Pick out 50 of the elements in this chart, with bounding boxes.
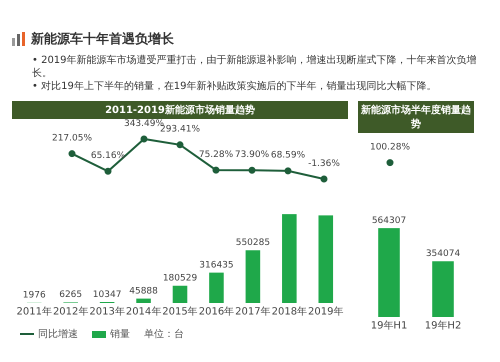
text: • 2019年新能源车市场遭受严重打击，由于新能源退补影响，增速出现断崖式下降，十年来首次负增长。 — [32, 54, 478, 80]
data-label: 564307 — [372, 216, 406, 226]
data-label: 68.59% — [270, 150, 306, 161]
bar — [246, 250, 260, 303]
x-tick-label: 19年H2 — [424, 320, 462, 332]
data-label: 45888 — [129, 286, 158, 296]
text: 单位：台 — [144, 328, 184, 341]
data-label: 10347 — [92, 290, 122, 300]
point — [248, 166, 256, 174]
x-tick-label: 2016年 — [198, 306, 234, 318]
point — [104, 168, 112, 175]
bar — [318, 215, 334, 303]
point — [140, 136, 148, 142]
x-tick-label: 2018年 — [272, 306, 308, 318]
bar — [282, 214, 297, 303]
data-label: 65.16% — [90, 151, 126, 162]
x-tick-label: 2015年 — [162, 306, 198, 318]
bar — [136, 298, 151, 303]
text: • 对比19年上下半年的销量，在19年新补贴政策实施后的下半年，销量出现同比大幅下降。 — [32, 80, 438, 93]
x-tick-label: 2014年 — [126, 306, 162, 318]
point — [320, 176, 328, 182]
x-tick-label: 2013年 — [89, 306, 125, 318]
data-label: 75.28% — [198, 150, 234, 160]
x-tick-label: 2011年 — [16, 306, 52, 318]
data-label: 1976 — [22, 290, 46, 301]
text: 新能源市场半年度销量趋势 — [358, 101, 474, 133]
x-tick-label: 2017年 — [235, 306, 271, 318]
x-tick-label: 2019年 — [308, 306, 344, 318]
legend-label: 销量 — [110, 328, 130, 341]
text: 新能源车十年首遇负增长 — [31, 30, 174, 48]
x-tick-label: 19年H1 — [370, 320, 408, 332]
data-label: 180529 — [162, 274, 198, 284]
point — [212, 166, 220, 174]
legend-label: 同比增速 — [38, 328, 78, 341]
data-label: 6265 — [59, 290, 82, 300]
data-label: 354074 — [426, 249, 460, 260]
point — [284, 167, 292, 174]
x-tick-label: 2012年 — [52, 306, 88, 318]
data-label: 217.05% — [52, 134, 92, 144]
data-label: 100.28% — [370, 142, 410, 152]
data-label: 73.90% — [234, 150, 270, 160]
chart-title: 2011-2019新能源市场销量趋势 — [12, 101, 348, 119]
data-label: 316435 — [199, 260, 234, 271]
data-label: 293.41% — [160, 124, 200, 135]
data-label: -1.36% — [308, 158, 340, 169]
bar — [172, 286, 188, 303]
data-label: 550285 — [236, 238, 270, 248]
point — [176, 141, 184, 148]
point — [68, 150, 76, 158]
bar — [209, 272, 224, 303]
